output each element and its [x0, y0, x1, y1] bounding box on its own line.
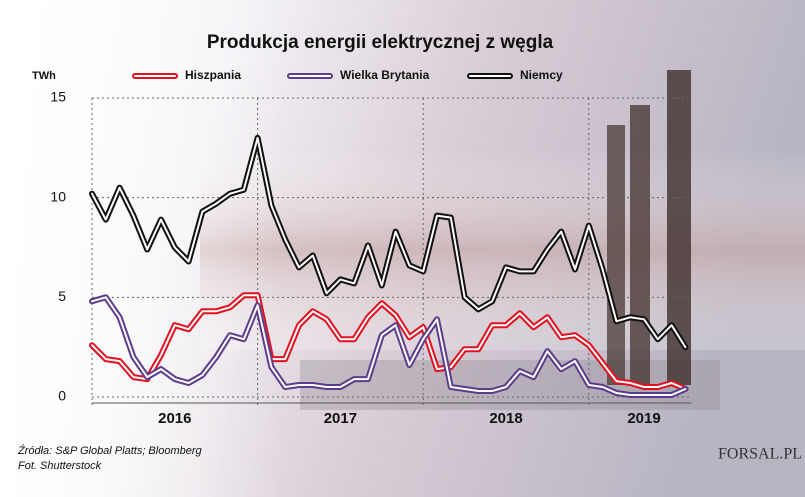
x-tick-label: 2019 [627, 410, 660, 427]
y-axis-label: TWh [32, 70, 56, 82]
y-tick-label: 10 [50, 188, 66, 204]
legend-label: Niemcy [520, 68, 563, 82]
series-line-inner [91, 294, 687, 390]
y-tick-label: 5 [58, 288, 66, 304]
series-line-inner [91, 136, 687, 349]
source: Źródła: S&P Global Platts; Bloomberg [17, 444, 203, 457]
x-tick-label: 2016 [158, 410, 191, 427]
x-tick-label: 2017 [324, 410, 357, 427]
legend-label: Hiszpania [185, 68, 241, 82]
logo: FORSAL.PL [718, 446, 802, 463]
photo-credit: Fot. Shutterstock [18, 460, 102, 472]
y-tick-label: 15 [50, 89, 66, 105]
chart-title: Produkcja energii elektrycznej z węgla [207, 32, 554, 53]
x-tick-label: 2018 [489, 410, 522, 427]
legend-label: Wielka Brytania [340, 68, 430, 82]
y-tick-label: 0 [58, 388, 66, 404]
series-line-inner [91, 296, 687, 396]
